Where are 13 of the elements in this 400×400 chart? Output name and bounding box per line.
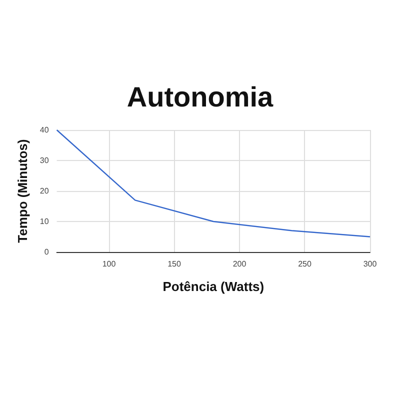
x-tick-label: 100 [102,260,116,268]
y-tick-label: 30 [40,156,50,165]
x-tick-label: 200 [232,260,247,268]
x-tick-label: 250 [298,260,312,268]
x-axis-title: Potência (Watts) [162,279,264,294]
y-axis-title: Tempo (Minutos) [15,139,30,243]
y-tick-label: 0 [44,248,50,256]
chart-title: Autonomia [126,82,274,112]
y-tick-label: 10 [40,217,50,226]
y-tick-label: 40 [40,126,50,134]
y-tick-label: 20 [40,186,50,196]
x-tick-label: 150 [168,260,182,268]
x-tick-label: 300 [363,260,378,268]
